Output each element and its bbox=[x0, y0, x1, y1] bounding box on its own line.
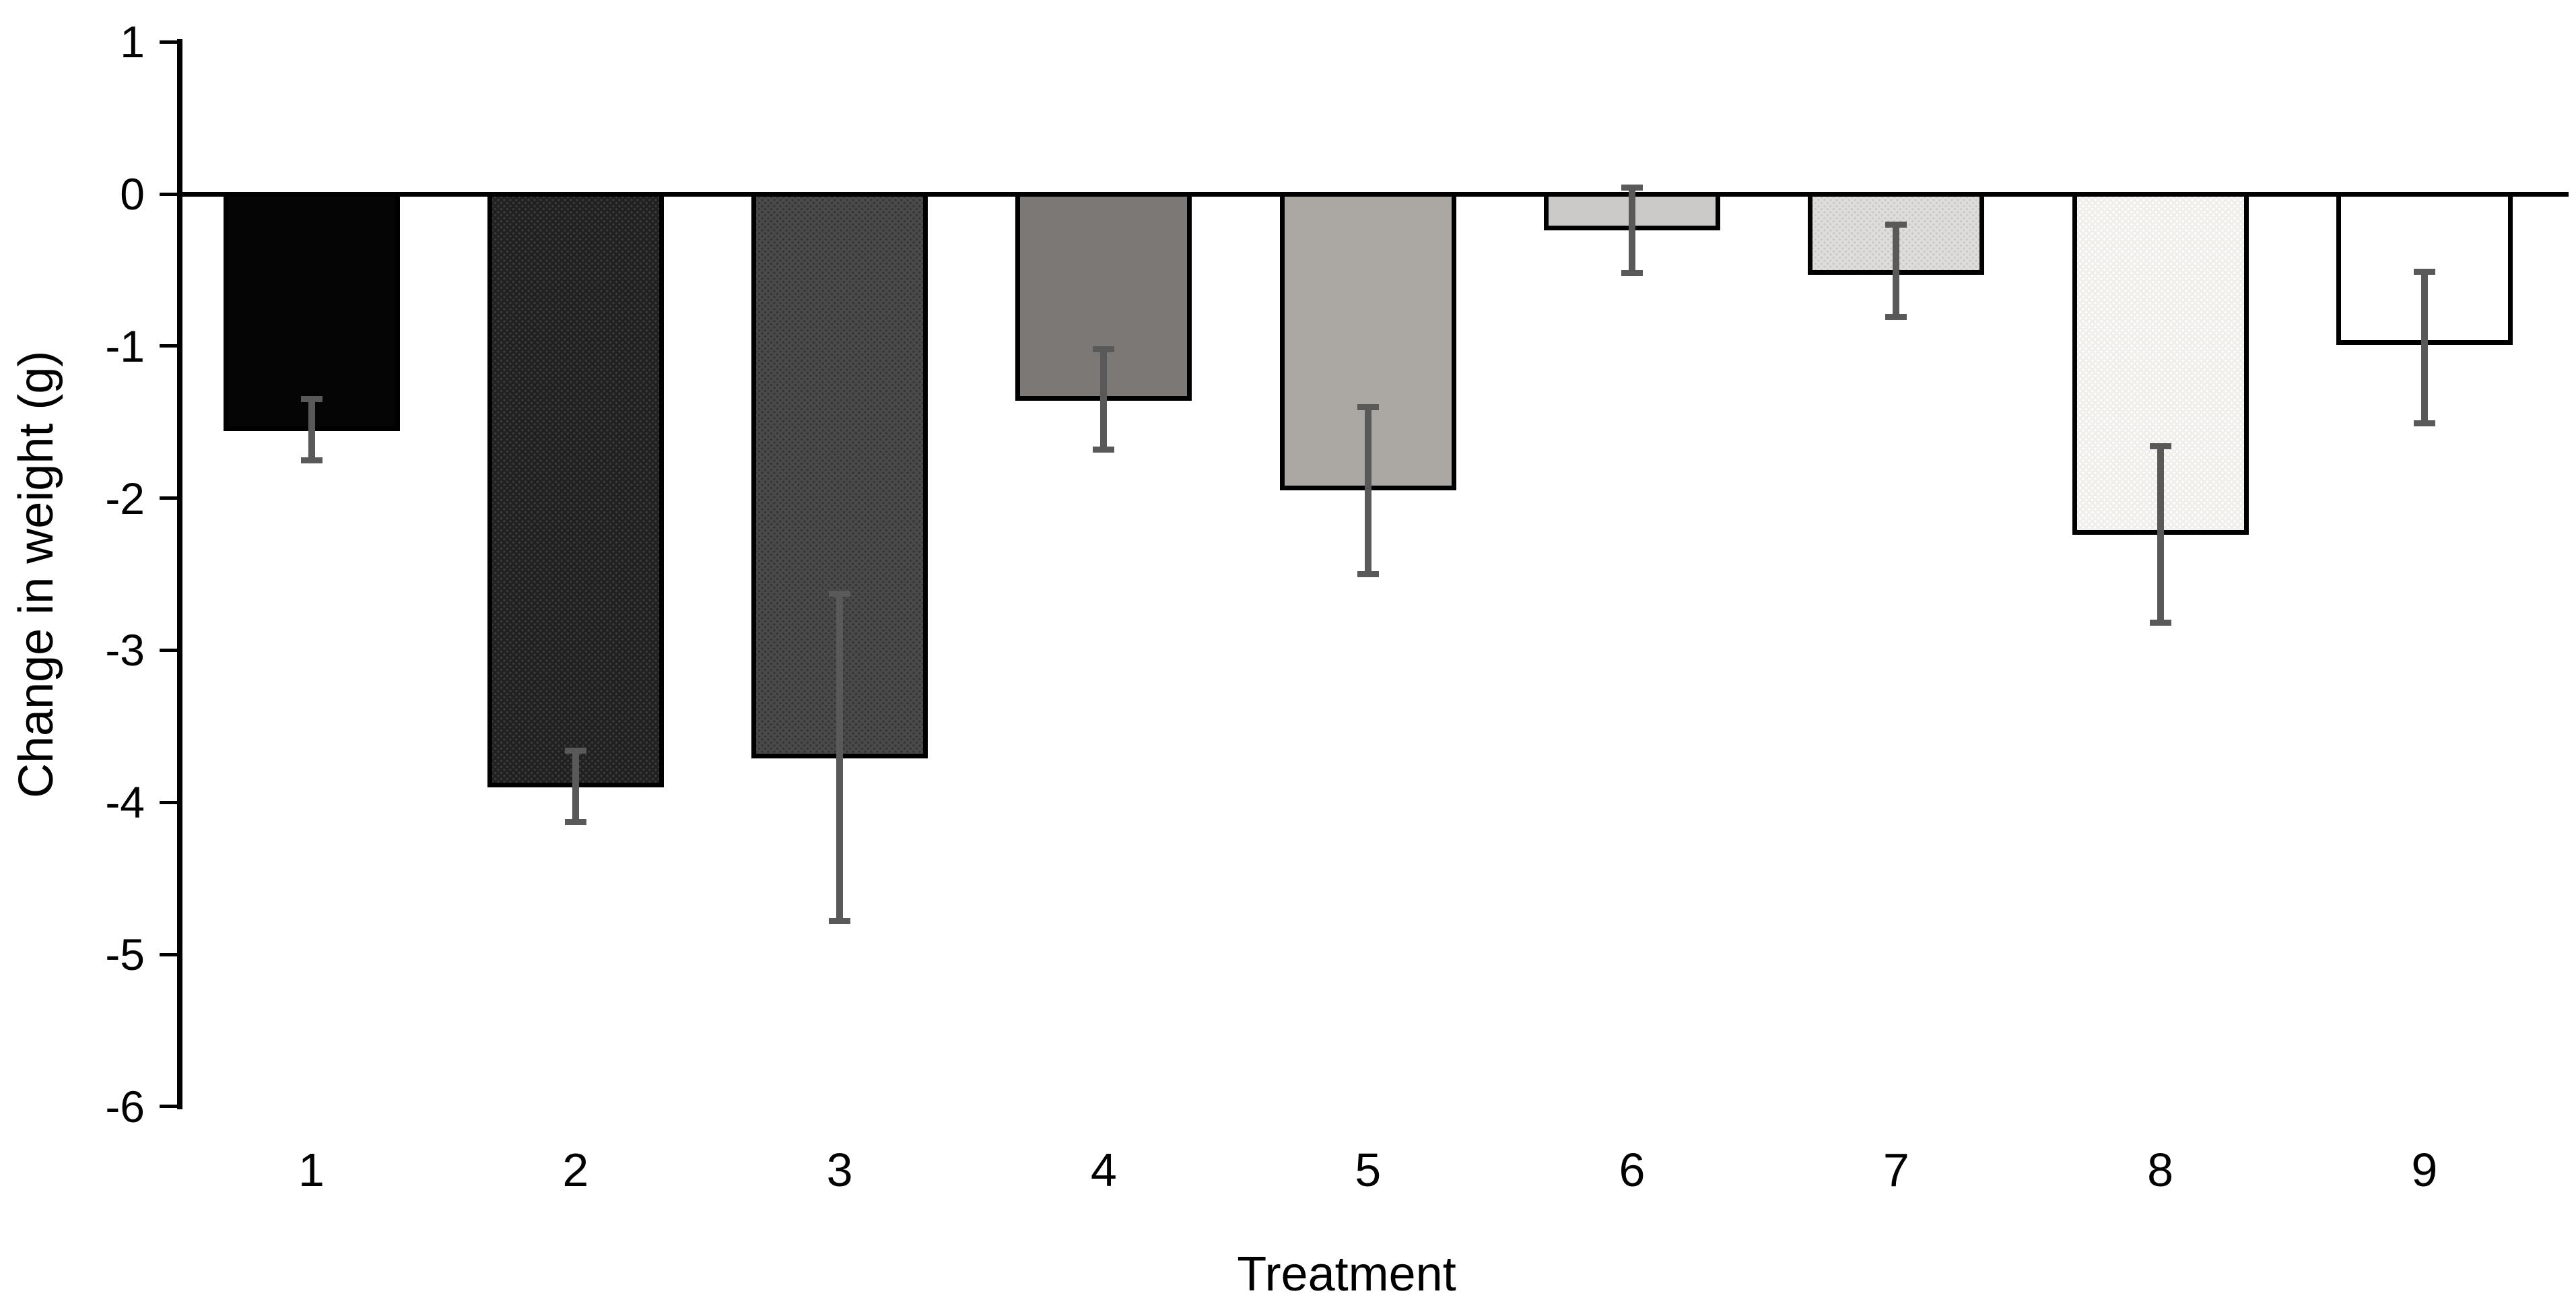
y-tick-label: 0 bbox=[120, 169, 145, 219]
error-bar-top-cap bbox=[2149, 443, 2171, 450]
x-tick-label: 8 bbox=[2147, 1144, 2174, 1196]
y-axis-tick bbox=[160, 952, 177, 956]
error-bar-top-cap bbox=[829, 591, 851, 597]
error-bar bbox=[1364, 407, 1371, 575]
error-bar-bottom-cap bbox=[829, 917, 851, 924]
y-axis-tick bbox=[160, 40, 177, 44]
error-bar-bottom-cap bbox=[564, 819, 586, 826]
y-tick-label: -6 bbox=[105, 1081, 145, 1132]
error-bar-top-cap bbox=[1621, 185, 1643, 191]
error-bar bbox=[1629, 187, 1635, 273]
error-bar bbox=[1893, 224, 1900, 317]
error-bar-top-cap bbox=[2413, 268, 2435, 275]
error-bar bbox=[2157, 446, 2164, 623]
y-tick-label: -3 bbox=[105, 625, 145, 676]
x-tick-label: 3 bbox=[826, 1144, 853, 1196]
error-bar bbox=[1100, 349, 1108, 450]
y-tick-label: -5 bbox=[105, 929, 145, 979]
y-axis-line bbox=[177, 39, 182, 1109]
y-tick-label: -4 bbox=[105, 777, 145, 828]
y-axis-tick bbox=[160, 1105, 177, 1109]
x-tick-label: 6 bbox=[1619, 1144, 1646, 1196]
bar bbox=[223, 194, 400, 432]
error-bar-bottom-cap bbox=[2149, 620, 2171, 626]
x-tick-label: 5 bbox=[1355, 1144, 1382, 1196]
y-axis-tick bbox=[160, 192, 177, 196]
y-axis-tick bbox=[160, 496, 177, 500]
error-bar-bottom-cap bbox=[1093, 446, 1115, 453]
error-bar bbox=[836, 593, 844, 921]
y-axis-tick bbox=[160, 648, 177, 652]
y-axis-tick bbox=[160, 800, 177, 804]
error-bar-bottom-cap bbox=[300, 457, 323, 463]
error-bar-top-cap bbox=[1885, 221, 1907, 228]
x-tick-label: 2 bbox=[562, 1144, 589, 1196]
x-axis-title: Treatment bbox=[1237, 1247, 1456, 1301]
y-axis-tick bbox=[160, 344, 177, 348]
error-bar-bottom-cap bbox=[2413, 420, 2435, 427]
error-bar-top-cap bbox=[1093, 346, 1115, 352]
y-tick-label: -1 bbox=[105, 321, 145, 371]
x-tick-label: 7 bbox=[1883, 1144, 1909, 1196]
error-bar-bottom-cap bbox=[1885, 314, 1907, 321]
x-tick-label: 9 bbox=[2411, 1144, 2438, 1196]
error-bar-bottom-cap bbox=[1357, 571, 1379, 577]
error-bar bbox=[2420, 271, 2428, 424]
error-bar-top-cap bbox=[300, 396, 323, 403]
x-tick-label: 4 bbox=[1090, 1144, 1117, 1196]
error-bar-top-cap bbox=[564, 747, 586, 754]
error-bar bbox=[572, 750, 579, 822]
error-bar bbox=[308, 399, 315, 461]
y-tick-label: 1 bbox=[120, 17, 145, 67]
y-tick-label: -2 bbox=[105, 473, 145, 523]
error-bar-bottom-cap bbox=[1621, 269, 1643, 276]
zero-baseline bbox=[180, 191, 2569, 197]
error-bar-top-cap bbox=[1357, 403, 1379, 410]
x-tick-label: 1 bbox=[298, 1144, 325, 1196]
bar bbox=[487, 194, 664, 787]
